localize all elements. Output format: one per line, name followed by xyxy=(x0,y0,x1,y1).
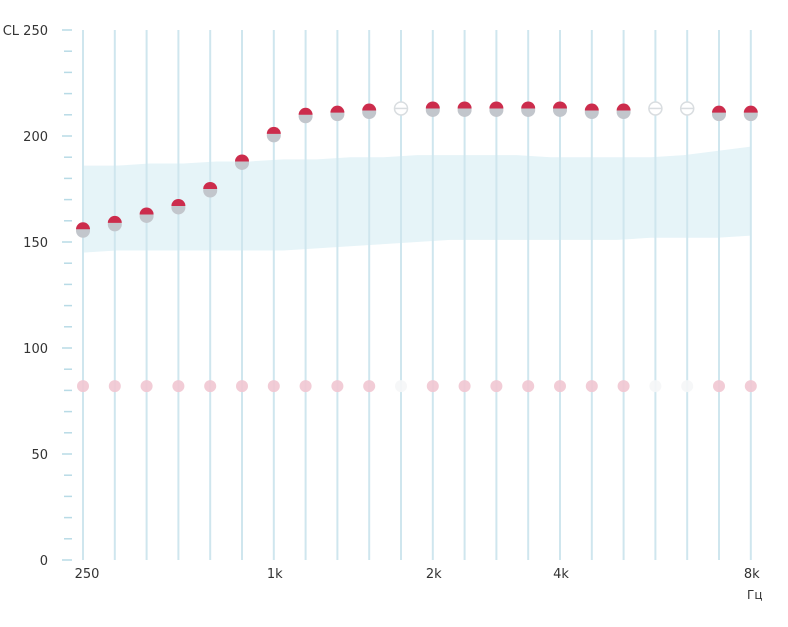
x-tick-label: 2k xyxy=(426,567,442,582)
upper-point[interactable] xyxy=(553,101,567,117)
y-tick-label: CL 250 xyxy=(3,24,48,39)
lower-point[interactable] xyxy=(522,380,535,393)
upper-point[interactable] xyxy=(298,107,313,124)
reference-band-layer xyxy=(83,146,751,253)
lower-point[interactable] xyxy=(172,380,185,393)
y-tick-label: 0 xyxy=(40,554,48,569)
lower-point[interactable] xyxy=(681,380,694,393)
upper-point[interactable] xyxy=(743,105,758,122)
upper-point-cap xyxy=(553,101,567,109)
upper-point[interactable] xyxy=(393,101,409,116)
upper-point-cap xyxy=(489,101,504,109)
lower-point[interactable] xyxy=(744,380,757,393)
upper-point-cap xyxy=(330,105,345,113)
lower-point[interactable] xyxy=(77,380,89,393)
lower-point[interactable] xyxy=(108,380,121,393)
upper-point-cap xyxy=(266,126,281,134)
lower-point[interactable] xyxy=(585,380,598,393)
upper-point-cap xyxy=(298,107,313,115)
upper-point[interactable] xyxy=(648,101,663,116)
upper-point-cap xyxy=(107,215,122,223)
lower-point[interactable] xyxy=(426,380,439,393)
y-tick-label: 150 xyxy=(23,236,48,251)
reference-band xyxy=(83,146,751,253)
upper-point[interactable] xyxy=(616,103,631,120)
x-tick-label: 1k xyxy=(267,567,283,582)
y-tick-label: 100 xyxy=(23,342,48,357)
lower-point[interactable] xyxy=(204,380,217,393)
upper-point-cap xyxy=(171,198,186,206)
lower-point[interactable] xyxy=(617,380,630,393)
upper-point-cap xyxy=(425,101,440,109)
upper-point-cap xyxy=(712,105,726,113)
x-tick-label: 250 xyxy=(75,567,100,582)
lower-point[interactable] xyxy=(713,380,725,393)
lower-point[interactable] xyxy=(554,380,566,393)
upper-point[interactable] xyxy=(266,126,281,143)
upper-point[interactable] xyxy=(107,215,122,232)
lower-point[interactable] xyxy=(331,380,344,393)
x-unit-label: Гц xyxy=(747,588,763,602)
y-tick-label: 200 xyxy=(23,130,48,145)
upper-point[interactable] xyxy=(203,182,218,198)
upper-point-cap xyxy=(139,207,154,215)
y-axis: 0 50 100 150 200 CL 250 xyxy=(3,24,72,569)
upper-point-cap xyxy=(743,105,758,113)
upper-point-cap xyxy=(76,222,90,230)
upper-point[interactable] xyxy=(521,101,536,117)
lower-point[interactable] xyxy=(363,380,376,393)
upper-point-cap xyxy=(203,182,218,189)
upper-point[interactable] xyxy=(712,105,726,122)
upper-point[interactable] xyxy=(457,101,472,117)
upper-point-cap xyxy=(362,103,377,111)
upper-point[interactable] xyxy=(330,105,345,122)
upper-point-cap xyxy=(521,101,536,109)
upper-point-cap xyxy=(235,154,249,162)
upper-point[interactable] xyxy=(139,207,154,223)
upper-point[interactable] xyxy=(489,101,504,117)
upper-point[interactable] xyxy=(362,103,377,120)
lower-point[interactable] xyxy=(236,380,248,393)
lower-point[interactable] xyxy=(490,380,503,393)
upper-point[interactable] xyxy=(679,101,695,116)
upper-point[interactable] xyxy=(171,198,186,215)
upper-point[interactable] xyxy=(584,103,599,120)
upper-point[interactable] xyxy=(235,154,249,170)
lower-point[interactable] xyxy=(299,380,312,393)
upper-point-cap xyxy=(584,103,599,111)
points-layer[interactable] xyxy=(76,101,758,393)
lower-point[interactable] xyxy=(267,380,280,393)
lower-point[interactable] xyxy=(140,380,153,393)
lower-point[interactable] xyxy=(458,380,471,393)
y-tick-label: 50 xyxy=(31,448,48,463)
upper-point-cap xyxy=(457,101,472,109)
upper-point[interactable] xyxy=(425,101,440,117)
x-tick-label: 4k xyxy=(553,567,569,582)
upper-point[interactable] xyxy=(76,222,90,238)
x-axis: 250 1k 2k 4k 8k Гц xyxy=(75,567,763,602)
x-tick-label: 8k xyxy=(744,567,760,582)
upper-point-cap xyxy=(616,103,631,111)
lower-point[interactable] xyxy=(649,380,662,393)
gridlines-layer xyxy=(82,30,752,560)
lower-point[interactable] xyxy=(395,380,407,393)
